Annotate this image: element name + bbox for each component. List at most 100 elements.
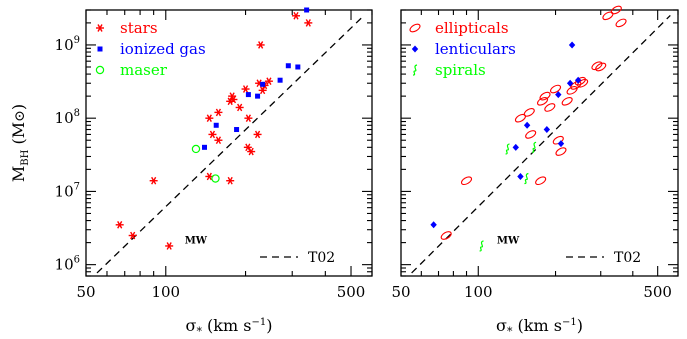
- y-tick-label: 106: [55, 255, 80, 274]
- x-tick-label: 50: [76, 283, 95, 301]
- x-tick-label: 100: [464, 283, 493, 301]
- plot-frame: [400, 9, 679, 277]
- data-point-ellipse: [577, 78, 589, 88]
- series-lenticulars: [430, 41, 582, 229]
- data-point-ellipse: [525, 130, 537, 139]
- x-tick-label: 500: [643, 283, 672, 301]
- data-point-diamond: [557, 140, 565, 148]
- y-tick-label: 109: [55, 35, 80, 54]
- data-point-spiral: [524, 172, 529, 185]
- legend-label-stars: stars: [120, 19, 158, 37]
- data-point-asterisk: [96, 24, 104, 32]
- legend-label-lenticulars: lenticulars: [435, 40, 516, 58]
- data-point-asterisk: [214, 136, 223, 145]
- data-point-diamond: [517, 172, 524, 180]
- data-point-diamond: [566, 79, 574, 87]
- data-point-asterisk: [235, 103, 244, 112]
- data-point-asterisk: [258, 86, 267, 95]
- data-point-ellipse: [409, 23, 421, 33]
- data-point-ellipse: [555, 147, 567, 156]
- data-point-diamond: [512, 143, 519, 151]
- data-point-diamond: [430, 221, 437, 229]
- data-point-diamond: [568, 41, 576, 49]
- data-point-asterisk: [244, 114, 253, 122]
- data-point-diamond: [555, 91, 562, 99]
- data-point-asterisk: [304, 19, 313, 27]
- data-point-asterisk: [256, 41, 265, 49]
- annotation-mw: MW: [497, 235, 520, 246]
- series-ionized-gas: [202, 7, 310, 150]
- legend-label-maser: maser: [120, 61, 168, 79]
- chart-panel-2: 50 100 500 T02 MW ellipticals lenticulars spira…: [391, 5, 679, 338]
- data-point-asterisk: [205, 114, 214, 122]
- legend-label-ionized-gas: ionized gas: [120, 40, 206, 58]
- data-point-ellipse: [570, 81, 582, 90]
- data-point-ellipse: [561, 96, 573, 106]
- data-point-asterisk: [264, 77, 273, 85]
- data-point-ellipse: [440, 231, 452, 240]
- data-point-spiral: [479, 240, 484, 252]
- data-point-ellipse: [549, 84, 562, 94]
- data-point-asterisk: [208, 130, 217, 139]
- data-point-ellipse: [514, 113, 526, 123]
- data-point-asterisk: [243, 143, 252, 152]
- data-point-spiral: [505, 143, 510, 155]
- y-tick-label: 108: [55, 108, 80, 127]
- data-point-spiral: [532, 141, 537, 153]
- data-point-square: [260, 81, 266, 87]
- data-point-asterisk: [165, 242, 174, 250]
- data-point-ellipse: [610, 5, 622, 15]
- plot-frame: [85, 9, 373, 277]
- data-point-ellipse: [460, 176, 473, 186]
- data-point-ellipse: [602, 11, 614, 21]
- data-point-asterisk: [291, 11, 300, 20]
- data-point-diamond: [411, 45, 419, 53]
- data-point-square: [255, 93, 261, 99]
- data-point-square: [304, 7, 310, 13]
- data-point-square: [202, 144, 208, 150]
- data-point-asterisk: [253, 130, 262, 139]
- data-point-ellipse: [537, 96, 549, 106]
- legend-label-spirals: spirals: [435, 61, 486, 79]
- data-point-square: [234, 127, 240, 133]
- data-point-circle: [95, 65, 105, 75]
- data-point-ellipse: [523, 108, 535, 117]
- x-axis-label: σ* (km s−1): [496, 316, 583, 338]
- data-point-spiral: [412, 64, 418, 76]
- x-tick-label: 100: [151, 283, 180, 301]
- data-point-circle: [211, 174, 220, 183]
- data-point-asterisk: [128, 231, 137, 240]
- annotation-mw: MW: [185, 235, 208, 246]
- data-point-diamond: [523, 121, 531, 129]
- data-point-square: [213, 122, 219, 128]
- data-point-square: [285, 63, 291, 69]
- data-point-ellipse: [566, 86, 578, 95]
- data-point-square: [245, 92, 251, 98]
- fit-line-t02: [411, 14, 671, 274]
- data-point-asterisk: [214, 108, 223, 117]
- data-point-diamond: [543, 126, 551, 134]
- data-point-square: [97, 46, 103, 52]
- data-point-ellipse: [535, 176, 547, 186]
- x-tick-label: 500: [337, 283, 366, 301]
- data-point-asterisk: [241, 85, 250, 93]
- data-point-square: [277, 77, 283, 83]
- data-point-diamond: [574, 76, 582, 84]
- data-point-square: [295, 64, 301, 70]
- data-point-ellipse: [539, 91, 551, 101]
- data-point-asterisk: [115, 220, 124, 229]
- y-axis-label: MBH (M⊙): [9, 104, 31, 182]
- fit-line-legend-label: T02: [308, 250, 335, 266]
- series-spirals: [479, 141, 537, 252]
- data-point-asterisk: [149, 176, 158, 185]
- data-point-asterisk: [247, 147, 256, 156]
- data-point-ellipse: [544, 103, 556, 112]
- fit-line-t02: [96, 14, 365, 274]
- y-tick-label: 107: [55, 181, 80, 200]
- fit-line-legend-label: T02: [614, 250, 641, 266]
- x-tick-label: 50: [391, 283, 410, 301]
- x-axis-label: σ* (km s−1): [186, 316, 273, 338]
- chart-panel-1: 501005001061071081091010T02MWstarsionize…: [9, 7, 373, 338]
- data-point-ellipse: [595, 62, 607, 72]
